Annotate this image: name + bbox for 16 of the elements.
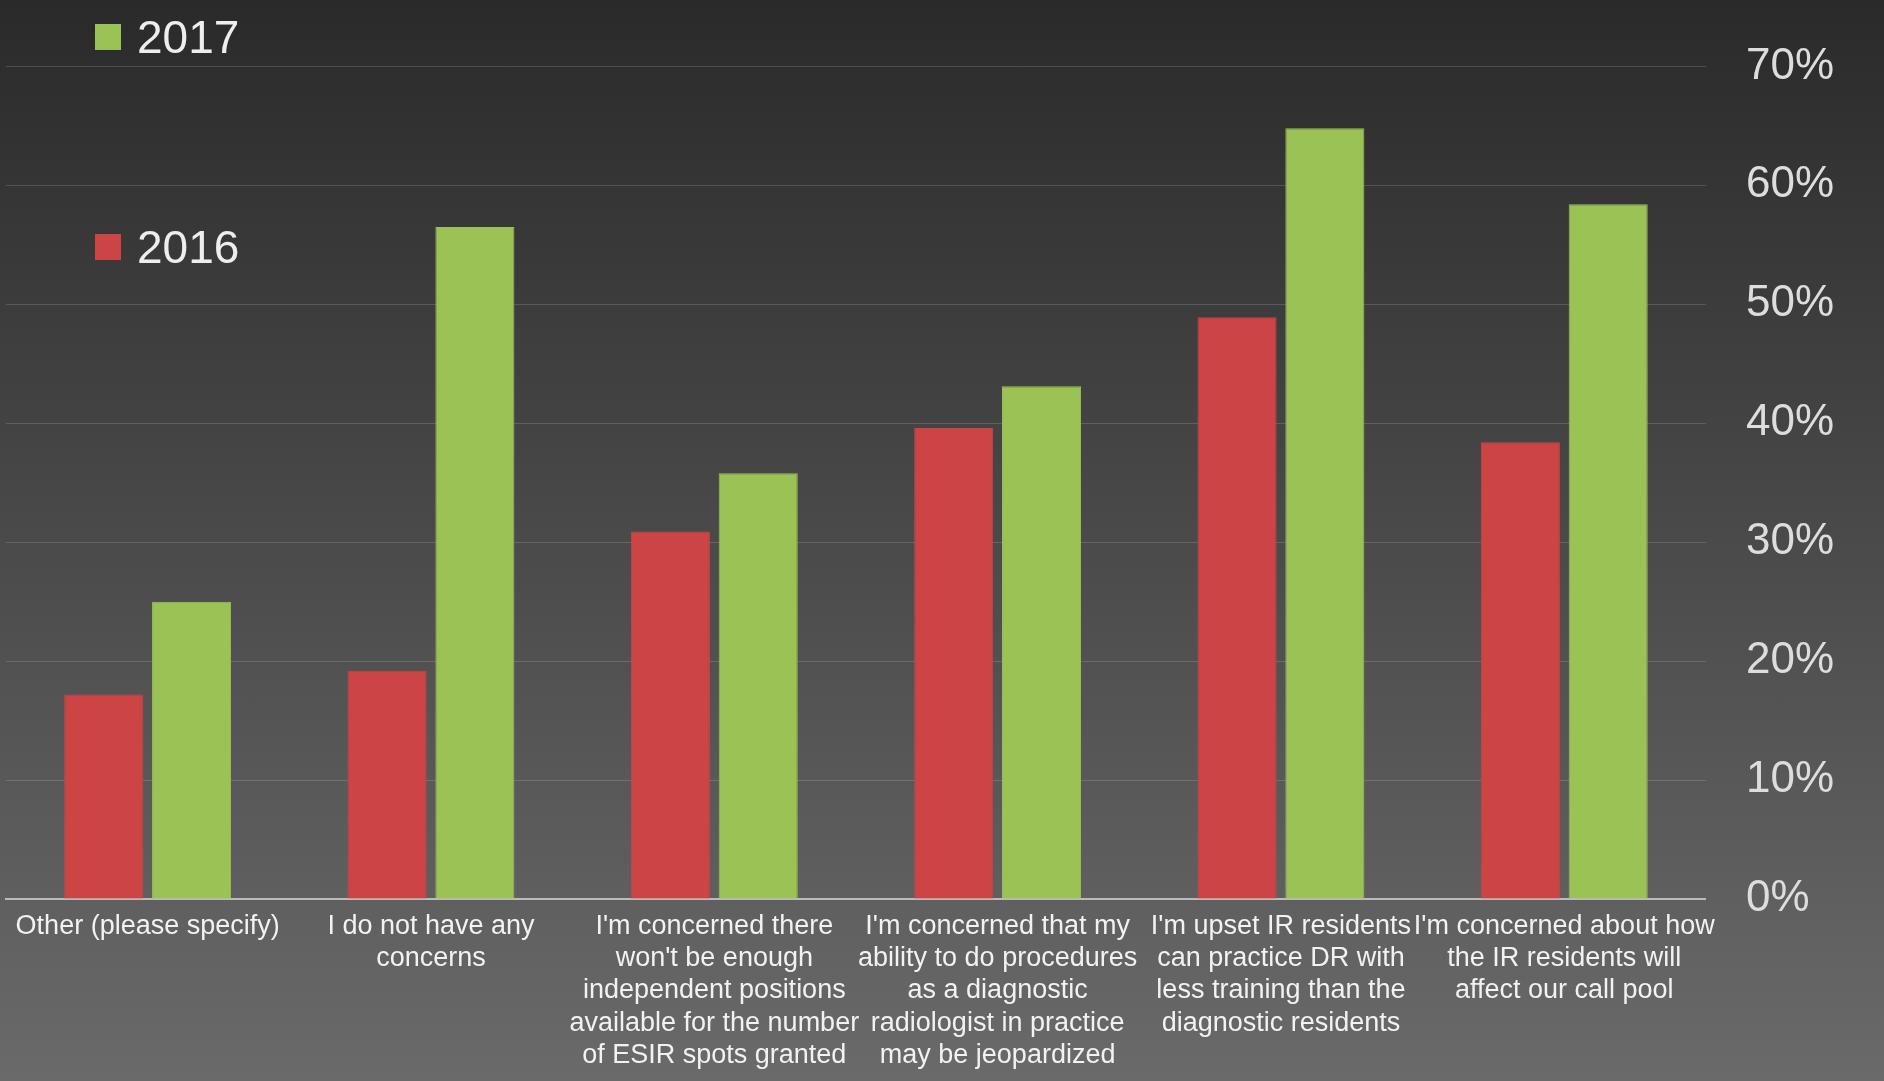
x-tick-label: Other (please specify) (15, 909, 280, 940)
y-tick-label: 30% (1745, 514, 1835, 564)
x-tick-label: I do not have any concerns (327, 909, 536, 973)
legend-label: 2016 (137, 220, 240, 274)
x-tick-label: I'm upset IR residents can practice DR with less training than the diagnostic residents (1150, 909, 1412, 1037)
y-tick-label: 20% (1745, 633, 1835, 683)
x-tick-label: I'm concerned about how the IR residents will affect our call pool (1413, 909, 1716, 1005)
y-tick-label: 50% (1745, 276, 1835, 326)
y-tick-label: 10% (1745, 752, 1835, 802)
x-tick-label: I'm concerned there won't be enough independent positions available for the number of ESIR spots granted (569, 909, 860, 1070)
y-tick-label: 0% (1745, 871, 1810, 921)
legend-label: 2017 (137, 10, 240, 64)
y-tick-label: 40% (1745, 395, 1835, 445)
x-tick-label: I'm concerned that my ability to do procedures as a diagnostic radiologist in practice may be jeopardized (858, 909, 1138, 1070)
y-tick-label: 70% (1745, 38, 1835, 88)
y-tick-label: 60% (1745, 157, 1835, 207)
